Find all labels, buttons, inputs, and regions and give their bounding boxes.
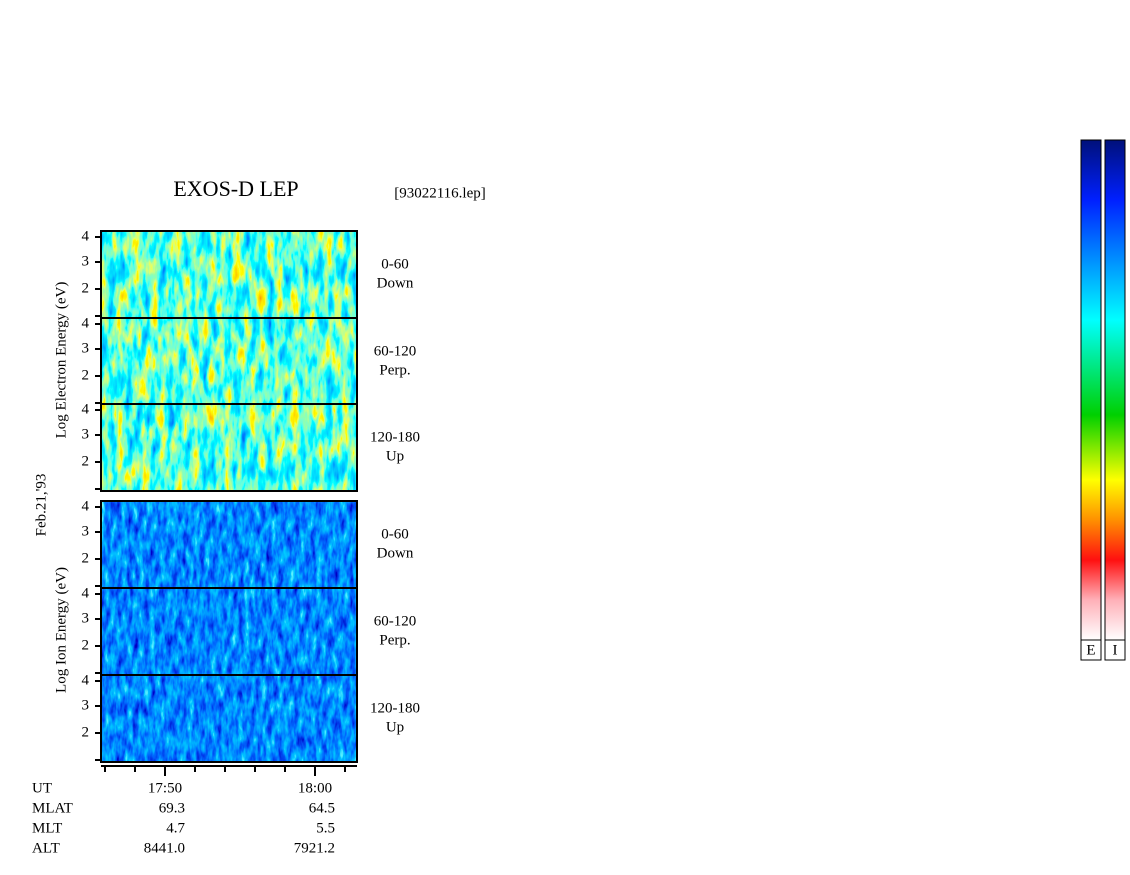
colorbar xyxy=(1104,139,1126,641)
colorbar-label-box xyxy=(1080,639,1102,661)
angle-range: 0-60 xyxy=(381,256,409,272)
y-tick-label: 2 xyxy=(82,724,90,740)
angle-range: 60-120 xyxy=(374,343,417,359)
angle-range: 60-120 xyxy=(374,613,417,629)
y-tick-label: 4 xyxy=(82,498,90,514)
panel-frame xyxy=(100,403,358,492)
direction: Perp. xyxy=(379,632,410,648)
y-tick-label: 2 xyxy=(82,280,90,296)
direction: Perp. xyxy=(379,362,410,378)
row-value: 69.3 xyxy=(159,800,185,816)
date: Feb.21,'93 xyxy=(33,474,49,537)
y-tick-label: 3 xyxy=(82,610,90,626)
y-tick-label: 4 xyxy=(82,315,90,331)
y-tick-label: 3 xyxy=(82,523,90,539)
row-value: 4.7 xyxy=(166,820,185,836)
y-axis-label: Log Ion Energy (eV) xyxy=(53,567,69,693)
y-tick-label: 2 xyxy=(82,367,90,383)
spectrogram xyxy=(101,588,357,675)
time-row-label: UT xyxy=(32,780,52,796)
direction: Up xyxy=(386,719,404,735)
y-tick-label: 2 xyxy=(82,637,90,653)
spectrogram xyxy=(101,404,357,491)
title: EXOS-D LEP xyxy=(173,176,298,201)
y-tick-label: 4 xyxy=(82,228,90,244)
time-label: 17:50 xyxy=(148,780,182,796)
row-value: 8441.0 xyxy=(144,840,185,856)
direction: Up xyxy=(386,448,404,464)
angle-range: 120-180 xyxy=(370,429,420,445)
y-tick-label: 4 xyxy=(82,672,90,688)
row-label: MLT xyxy=(32,820,62,836)
row-label: ALT xyxy=(32,840,60,856)
colorbar-label: E xyxy=(1086,642,1095,658)
spectrogram xyxy=(101,231,357,318)
row-value: 5.5 xyxy=(316,820,335,836)
row-value: 64.5 xyxy=(309,800,335,816)
spectrogram xyxy=(101,675,357,762)
file-name: [93022116.lep] xyxy=(394,185,486,201)
y-tick-label: 3 xyxy=(82,426,90,442)
colorbar xyxy=(1080,139,1102,641)
time-label: 18:00 xyxy=(298,780,332,796)
y-axis-label: Log Electron Energy (eV) xyxy=(53,282,69,439)
y-tick-label: 4 xyxy=(82,401,90,417)
colorbar-label-box xyxy=(1104,639,1126,661)
y-tick-label: 3 xyxy=(82,697,90,713)
y-tick-label: 3 xyxy=(82,253,90,269)
row-label: MLAT xyxy=(32,800,73,816)
spectrogram xyxy=(101,318,357,405)
y-tick-label: 4 xyxy=(82,585,90,601)
panel-frame xyxy=(100,674,358,763)
angle-range: 0-60 xyxy=(381,526,409,542)
spectrogram xyxy=(101,501,357,588)
row-value: 7921.2 xyxy=(294,840,335,856)
y-tick-label: 2 xyxy=(82,453,90,469)
colorbar-label: I xyxy=(1113,642,1118,658)
angle-range: 120-180 xyxy=(370,700,420,716)
direction: Down xyxy=(377,275,414,291)
y-tick-label: 2 xyxy=(82,550,90,566)
y-tick-label: 3 xyxy=(82,340,90,356)
direction: Down xyxy=(377,545,414,561)
